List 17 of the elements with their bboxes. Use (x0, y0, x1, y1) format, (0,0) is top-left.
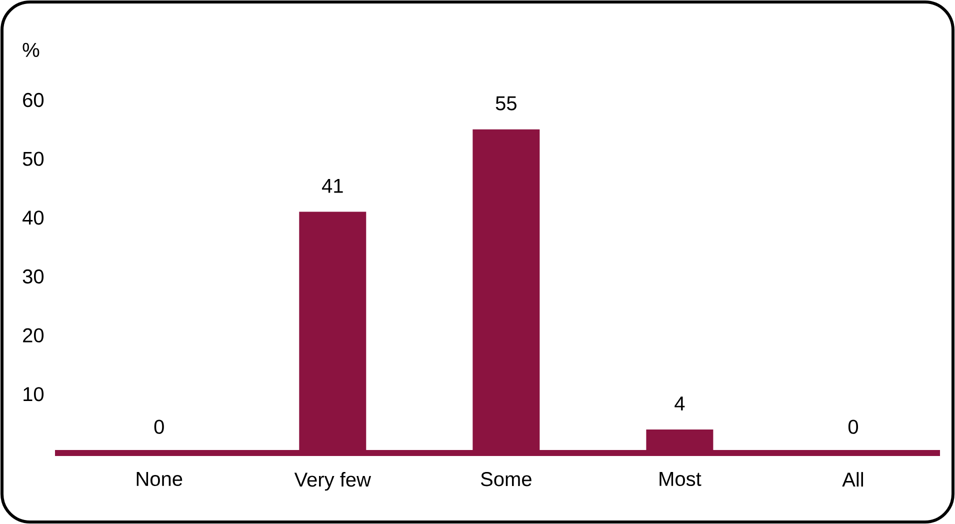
data-label: 55 (496, 96, 516, 110)
data-label: 0 (848, 420, 858, 434)
data-label: 41 (322, 178, 343, 193)
x-tick-label: Some (480, 472, 532, 486)
y-tick-label: 50 (22, 152, 44, 166)
x-tick-label: None (136, 472, 182, 486)
data-label: 0 (154, 420, 164, 434)
y-tick-label: 60 (23, 92, 44, 108)
x-tick-label: Most (660, 472, 702, 486)
x-tick-label: All (842, 472, 863, 487)
x-tick-label: Very few (294, 472, 372, 491)
y-tick-label: 20 (23, 328, 44, 342)
y-tick-label: 40 (22, 210, 44, 225)
y-axis-title: % (22, 42, 40, 57)
y-tick-label: 10 (24, 387, 44, 402)
y-tick-label: 30 (22, 269, 44, 284)
data-label: 4 (674, 396, 685, 410)
